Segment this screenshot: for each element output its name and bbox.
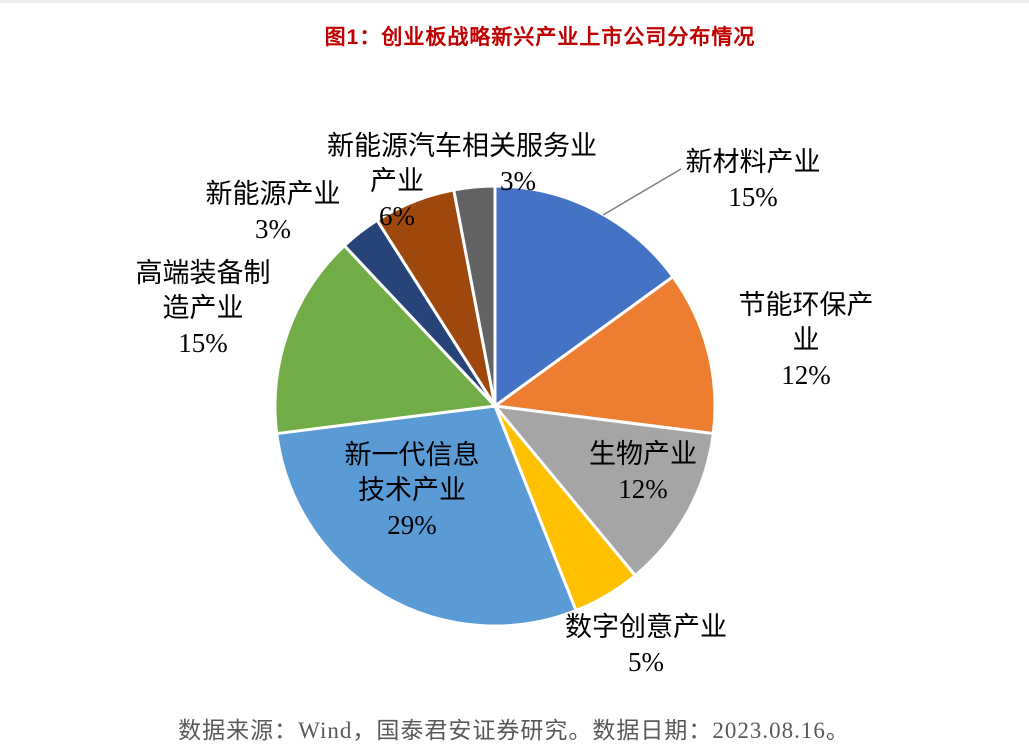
pie-slice-high-end-equipment <box>273 244 497 436</box>
pie-slice-new-materials <box>493 184 675 408</box>
label-new-energy-vehicle: 产业 6% <box>370 166 424 231</box>
label-next-gen-it: 新一代信息 技术产业 29% <box>344 440 480 540</box>
pie-slice-next-gen-it <box>275 404 578 628</box>
pie-slice-energy-saving <box>493 275 717 436</box>
label-related-services-pct: 3% <box>500 166 536 196</box>
label-nev-service-top: 新能源汽车相关服务业 <box>327 131 597 161</box>
figure-footnote: 数据来源：Wind，国泰君安证券研究。数据日期：2023.08.16。 <box>178 718 850 743</box>
label-bio: 生物产业 12% <box>589 439 697 504</box>
label-energy-saving: 节能环保产 业 12% <box>738 290 874 390</box>
label-new-materials: 新材料产业 15% <box>685 147 821 212</box>
leader-line-new-materials <box>602 168 682 216</box>
label-digital-creative: 数字创意产业 5% <box>565 612 727 677</box>
label-new-energy: 新能源产业 3% <box>205 179 341 244</box>
pie-slice-related-services <box>452 184 497 408</box>
pie-slice-bio <box>493 404 715 578</box>
label-high-end-equipment: 高端装备制 造产业 15% <box>135 258 271 358</box>
pie-chart-svg <box>273 168 717 628</box>
figure-title: 图1：创业板战略新兴产业上市公司分布情况 <box>324 26 756 49</box>
pie-slices <box>273 184 717 628</box>
